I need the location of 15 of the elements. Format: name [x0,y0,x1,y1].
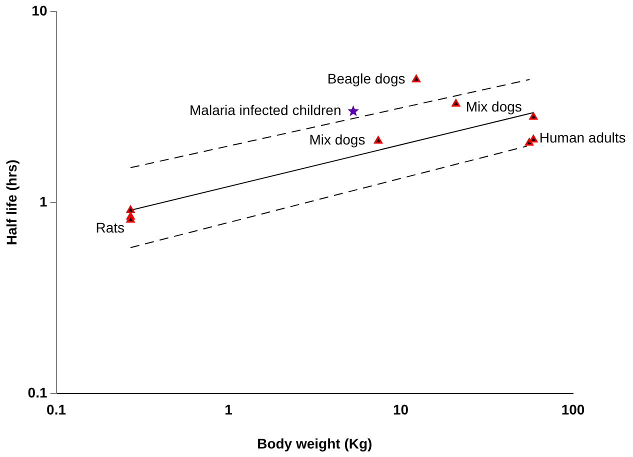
annotation: Mix dogs [466,98,522,115]
y-tick-label: 0.1 [28,384,48,400]
x-tick-label: 100 [561,402,585,418]
y-tick-label: 1 [39,193,48,210]
y-tick-label: 10 [32,2,48,18]
annotation: Malaria infected children [190,102,342,118]
annotation: Rats [96,220,125,236]
annotation: Beagle dogs [327,70,406,86]
x-tick-label: 10 [392,402,409,418]
x-tick-label: 0.1 [46,402,66,418]
x-axis-title: Body weight (Kg) [257,435,372,452]
y-axis-title: Half life (hrs) [3,160,20,246]
annotation: Human adults [539,130,626,146]
x-tick-label: 1 [224,402,233,418]
annotation: Mix dogs [309,132,366,148]
